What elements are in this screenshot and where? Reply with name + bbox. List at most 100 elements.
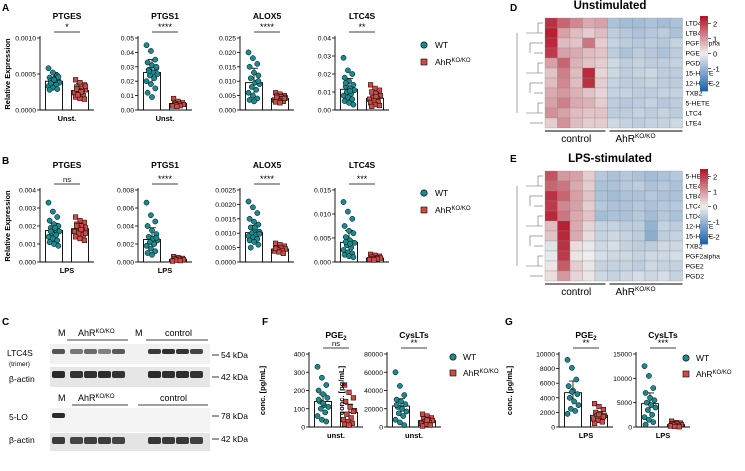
y-tick-label: 80000 xyxy=(364,352,383,359)
colorbar-segment xyxy=(700,229,708,232)
wt-point xyxy=(569,389,575,395)
colorbar-segment xyxy=(700,236,708,240)
wt-point xyxy=(246,215,253,222)
ahr-point xyxy=(366,257,373,263)
ahr-point xyxy=(274,94,280,100)
ahr-point xyxy=(371,257,377,263)
wt-point xyxy=(325,404,332,410)
wt-point xyxy=(322,409,329,416)
wt-point xyxy=(246,63,253,70)
blot-ahr-label-2-base: AhR xyxy=(78,393,96,403)
heat-cell xyxy=(544,230,558,242)
group-label-ahr-sup: KO/KO xyxy=(635,133,656,140)
heat-cell xyxy=(594,220,608,232)
wt-point xyxy=(650,419,657,425)
heat-cell xyxy=(657,220,671,232)
heat-cell xyxy=(594,250,608,262)
blot-band xyxy=(176,371,189,378)
heat-cell xyxy=(594,97,608,109)
blot-row1-bands xyxy=(52,349,203,354)
heat-cell xyxy=(607,250,621,262)
heat-cell xyxy=(557,77,571,89)
heat-cell xyxy=(657,27,671,39)
wt-point xyxy=(148,245,154,252)
colorbar-segment xyxy=(700,61,708,64)
heat-cell xyxy=(619,170,633,182)
colorbar-segment xyxy=(700,181,708,185)
blot-band xyxy=(70,349,83,354)
blot-row3-marker-band xyxy=(52,413,65,418)
wt-point xyxy=(143,242,150,249)
heat-cell xyxy=(607,47,621,59)
chart-title: ALOX5 xyxy=(253,160,282,170)
heat-cell xyxy=(582,57,596,69)
heat-cell xyxy=(657,230,671,242)
heat-cell xyxy=(644,97,658,109)
wt-point xyxy=(256,230,263,237)
heat-cell xyxy=(569,240,583,252)
colorbar-segment xyxy=(700,71,708,74)
wt-point xyxy=(569,365,575,371)
heatmap-title: Unstimulated xyxy=(574,0,647,12)
heat-cell xyxy=(607,210,621,222)
wt-point xyxy=(145,68,152,74)
heat-cell xyxy=(644,170,658,182)
blot-ahr-label-1: AhRKO/KO xyxy=(78,328,115,338)
wt-point xyxy=(350,230,357,237)
chart-title: PTGES xyxy=(53,11,82,21)
legend-a-wt-label: WT xyxy=(435,40,448,50)
ahr-point xyxy=(376,102,382,109)
wt-point xyxy=(152,85,159,92)
colorbar-segment xyxy=(700,191,708,195)
y-tick-label: 10000 xyxy=(536,352,555,359)
wt-point xyxy=(54,237,61,244)
heat-row-label: LTD4 xyxy=(686,214,702,221)
legend-g-ahr-marker xyxy=(682,370,690,378)
heat-cell xyxy=(644,200,658,212)
sig-label: ** xyxy=(582,338,590,348)
ahr-point xyxy=(280,250,286,256)
y-axis-label: conc. [pg/mL] xyxy=(258,365,267,415)
heat-cell xyxy=(594,27,608,39)
heat-cell xyxy=(644,210,658,222)
colorbar-segment xyxy=(700,76,708,79)
heat-cell xyxy=(569,260,583,272)
heat-cell xyxy=(607,190,621,202)
ahr-point xyxy=(427,422,433,428)
wt-point xyxy=(341,223,348,229)
wt-point xyxy=(53,232,60,238)
heat-cell xyxy=(594,67,608,79)
panel-letter-b: B xyxy=(2,156,9,167)
heat-cell xyxy=(544,240,558,252)
y-tick-label: 60000 xyxy=(364,370,383,377)
wt-point xyxy=(649,411,656,418)
y-axis-label: conc. [pg/mL] xyxy=(337,365,346,415)
wt-point xyxy=(323,418,330,425)
wt-point xyxy=(143,199,150,206)
blot-control-label-1: control xyxy=(165,328,192,338)
colorbar-label: -1 xyxy=(713,218,720,227)
colorbar-label: -2 xyxy=(713,233,720,242)
heat-cell xyxy=(557,190,571,202)
heat-cell xyxy=(544,27,558,39)
chart-title-sub: 2 xyxy=(343,336,347,342)
legend-g-ahr-label: AhRKO/KO xyxy=(696,369,732,379)
ahr-point xyxy=(348,415,354,421)
heat-cell xyxy=(657,37,671,49)
heat-cell xyxy=(632,117,646,129)
y-tick-label: 0.0025 xyxy=(215,188,236,195)
legend-f-ahr-marker xyxy=(449,369,457,377)
y-tick-label: 0.0005 xyxy=(15,72,36,79)
heat-cell xyxy=(544,200,558,212)
blot-band xyxy=(112,371,125,378)
heat-cell xyxy=(644,77,658,89)
wt-point xyxy=(54,214,61,220)
wt-point xyxy=(651,397,658,404)
y-tick-label: 100 xyxy=(294,406,306,413)
y-tick-label: 0.02 xyxy=(318,72,331,79)
blot-band xyxy=(84,437,97,444)
wt-point xyxy=(571,398,577,405)
ahr-point xyxy=(676,424,682,430)
colorbar-segment xyxy=(700,196,708,200)
